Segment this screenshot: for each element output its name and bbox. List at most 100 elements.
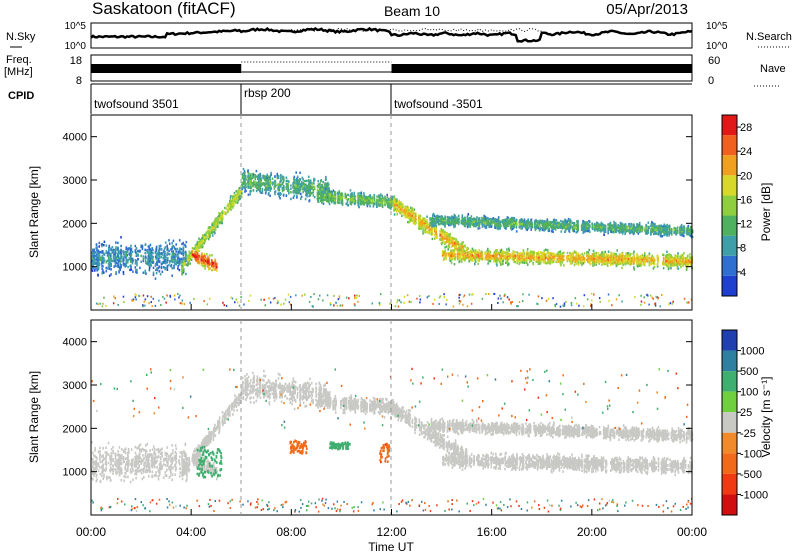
power-pixel — [490, 257, 493, 260]
power-pixel — [268, 178, 271, 181]
power-pixel — [464, 256, 466, 259]
power-pixel — [245, 182, 247, 185]
power-pixel — [279, 180, 281, 183]
power-pixel — [429, 228, 432, 231]
power-pixel — [119, 262, 121, 265]
power-pixel — [233, 198, 235, 201]
power-pixel — [341, 192, 344, 196]
power-pixel — [454, 258, 457, 261]
power-pixel — [254, 174, 257, 177]
power-pixel — [454, 240, 457, 244]
power-pixel — [215, 219, 218, 222]
power-pixel — [144, 269, 147, 272]
power-pixel — [150, 260, 153, 264]
power-pixel — [160, 262, 163, 266]
power-pixel — [114, 253, 116, 256]
power-pixel — [326, 189, 328, 192]
power-pixel — [498, 252, 501, 255]
power-pixel — [429, 230, 432, 233]
power-pixel — [162, 251, 165, 254]
power-pixel — [672, 263, 674, 266]
power-pixel — [613, 261, 615, 264]
power-pixel — [283, 185, 285, 188]
power-pixel — [112, 257, 115, 260]
power-pixel — [412, 217, 415, 220]
power-pixel — [181, 262, 183, 266]
power-pixel — [229, 196, 232, 199]
power-pixel — [211, 269, 213, 272]
power-pixel — [187, 260, 190, 264]
power-pixel — [380, 200, 382, 204]
power-pixel — [298, 188, 300, 191]
power-pixel — [199, 244, 201, 247]
power-pixel — [552, 260, 554, 264]
power-pixel — [440, 237, 443, 240]
power-pixel — [142, 259, 145, 263]
power-pixel — [349, 189, 352, 192]
power-pixel — [137, 254, 140, 257]
power-pixel — [250, 182, 252, 185]
power-pixel — [302, 178, 304, 181]
power-pixel — [167, 259, 169, 262]
power-pixel — [101, 254, 104, 258]
power-pixel — [677, 267, 680, 270]
power-pixel — [399, 207, 401, 211]
power-pixel — [249, 173, 252, 176]
power-pixel — [234, 194, 236, 197]
power-pixel — [98, 251, 101, 254]
power-pixel — [298, 185, 300, 188]
power-pixel — [445, 235, 448, 238]
power-pixel — [212, 263, 214, 266]
power-pixel — [267, 188, 270, 191]
power-pixel — [456, 240, 458, 243]
power-pixel — [313, 182, 315, 185]
power-pixel — [675, 257, 677, 261]
power-pixel — [182, 250, 185, 254]
power-pixel — [241, 191, 243, 195]
power-pixel — [105, 251, 108, 254]
power-pixel — [373, 202, 376, 205]
power-pixel — [487, 252, 489, 255]
power-pixel — [213, 224, 215, 228]
power-pixel — [167, 252, 169, 255]
power-pixel — [229, 208, 232, 211]
power-pixel — [211, 223, 213, 227]
power-pixel — [317, 180, 320, 183]
power-pixel — [490, 255, 493, 259]
power-pixel — [260, 183, 263, 186]
power-pixel — [466, 247, 468, 250]
power-pixel — [157, 258, 160, 261]
power-pixel — [663, 263, 665, 266]
power-pixel — [286, 179, 288, 182]
power-pixel — [378, 203, 381, 207]
power-pixel — [329, 194, 332, 197]
power-pixel — [393, 198, 396, 202]
power-pixel — [170, 248, 172, 251]
power-pixel — [448, 242, 451, 246]
power-pixel — [598, 254, 601, 257]
power-pixel — [641, 258, 644, 261]
power-pixel — [327, 194, 329, 197]
power-pixel — [203, 259, 205, 263]
power-pixel — [93, 248, 96, 251]
power-pixel — [183, 260, 185, 263]
power-pixel — [294, 188, 297, 191]
power-pixel — [264, 178, 267, 181]
power-pixel — [573, 260, 576, 263]
power-pixel — [158, 251, 161, 254]
power-pixel — [468, 260, 470, 263]
power-pixel — [453, 263, 456, 266]
power-pixel — [471, 256, 474, 260]
power-pixel — [333, 199, 335, 202]
power-pixel — [216, 269, 218, 272]
power-pixel — [216, 225, 219, 228]
power-pixel — [124, 265, 126, 268]
power-pixel — [152, 273, 155, 277]
power-pixel — [631, 259, 634, 262]
power-pixel — [173, 255, 175, 259]
power-pixel — [125, 246, 128, 249]
power-pixel — [422, 223, 424, 226]
power-pixel — [198, 237, 200, 240]
power-pixel — [359, 196, 361, 200]
power-pixel — [407, 216, 409, 220]
